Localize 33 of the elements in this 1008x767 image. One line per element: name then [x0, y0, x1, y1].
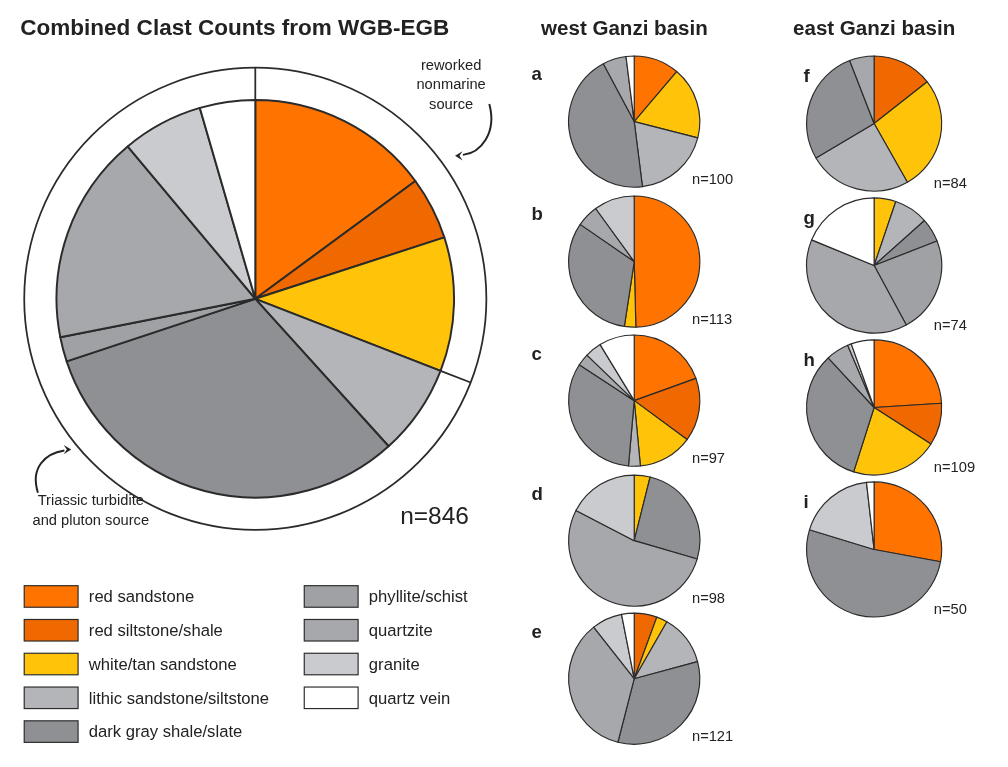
text: reworked nonmarine source	[416, 56, 486, 112]
text: n=98	[691, 590, 726, 607]
chart-title: Combined Clast Counts from WGB-EGB	[20, 15, 450, 41]
text: n=121	[691, 728, 734, 745]
text: i	[803, 491, 809, 513]
legend-label: granite	[368, 654, 420, 674]
text: n=84	[933, 175, 967, 192]
text: Triassic turbidite and pluton source	[32, 492, 150, 528]
chart-subtitle: west Ganzi basin	[540, 16, 708, 40]
text: n=109	[933, 459, 976, 476]
text: e	[531, 620, 542, 642]
legend-label: dark gray shale/slate	[88, 722, 243, 742]
legend-label: quartz vein	[368, 688, 451, 708]
text: n=113	[691, 311, 733, 328]
chart-title: a	[531, 63, 543, 85]
legend-label: red sandstone	[88, 587, 195, 607]
chart-subtitle: east Ganzi basin	[793, 16, 956, 40]
text: n=97	[691, 450, 726, 467]
text: f	[803, 65, 811, 87]
text: d	[531, 482, 543, 504]
legend-label: white/tan sandstone	[87, 654, 237, 674]
legend-label: red siltstone/shale	[88, 621, 223, 641]
text: n=50	[933, 601, 967, 618]
legend-label: phyllite/schist	[368, 587, 469, 607]
chart-title: b	[531, 203, 543, 225]
legend-label: lithic sandstone/siltstone	[88, 688, 270, 708]
text: h	[803, 349, 815, 371]
legend-label: quartzite	[368, 621, 433, 641]
text: c	[531, 342, 542, 364]
text: n=100	[691, 171, 734, 188]
text: n=74	[933, 317, 967, 334]
text: n=846	[400, 502, 469, 530]
text: g	[803, 207, 815, 229]
